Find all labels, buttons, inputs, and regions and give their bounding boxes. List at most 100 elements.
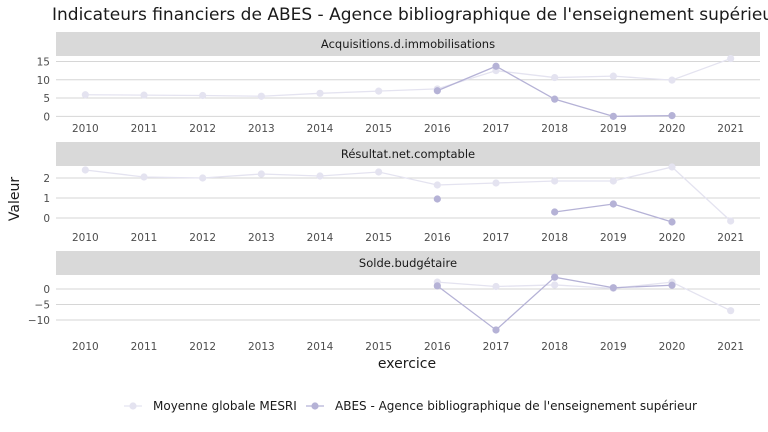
data-point [492, 282, 500, 291]
data-point [551, 208, 559, 216]
series-line [437, 281, 731, 312]
y-tick-label: 15 [37, 56, 50, 68]
x-tick-label: 2015 [365, 341, 392, 353]
data-point [668, 281, 676, 289]
facet-panel: Solde.budgétaire 0 −5 −10 2010 2011 2012 2013 20… [28, 251, 760, 353]
data-point [668, 76, 676, 84]
y-tick-label: 2 [43, 173, 50, 185]
y-tick-label: −10 [28, 315, 50, 327]
y-tick-label: 5 [43, 93, 50, 105]
facet-strip [56, 32, 760, 56]
x-axis-title: exercice [378, 356, 436, 372]
series-abes [433, 62, 676, 120]
data-point [609, 72, 617, 80]
data-point [257, 170, 265, 178]
x-tick-label: 2012 [189, 232, 216, 244]
x-tick-label: 2021 [717, 123, 744, 135]
data-point [668, 112, 676, 120]
facet-panels: Acquisitions.d.immobilisations 0 5 10 15 2010… [28, 32, 760, 353]
data-point [433, 195, 441, 203]
data-point [668, 218, 676, 226]
facet-strip-label: Solde.budgétaire [359, 256, 457, 270]
x-tick-label: 2010 [72, 341, 99, 353]
x-tick-label: 2019 [600, 341, 627, 353]
y-tick-label: −5 [35, 300, 50, 312]
x-tick-label: 2014 [307, 341, 334, 353]
data-point [433, 87, 441, 95]
data-point [140, 173, 148, 181]
y-tick-label: 1 [43, 193, 50, 205]
legend-item: Moyenne globale MESRI [124, 399, 297, 413]
data-point [257, 92, 265, 100]
x-tick-label: 2014 [307, 123, 334, 135]
data-point [375, 87, 383, 95]
chart-title: Indicateurs financiers de ABES - Agence … [52, 5, 768, 25]
x-tick-label: 2018 [541, 232, 568, 244]
facet-strip-label: Résultat.net.comptable [341, 147, 475, 161]
data-point [551, 95, 559, 103]
x-tick-label: 2019 [600, 232, 627, 244]
data-point [551, 281, 559, 289]
facet-panel: Acquisitions.d.immobilisations 0 5 10 15 2010… [37, 32, 760, 135]
y-axis-title: Valeur [7, 177, 23, 221]
data-point [668, 163, 676, 171]
data-point [727, 217, 735, 225]
facet-strip [56, 142, 760, 166]
x-tick-label: 2010 [72, 123, 99, 135]
data-point [551, 73, 559, 82]
facet-panel: Résultat.net.comptable 0 1 2 2010 2011 2012 201… [43, 142, 760, 244]
data-point [609, 284, 617, 292]
x-tick-label: 2018 [541, 341, 568, 353]
data-point [609, 112, 617, 120]
data-point [140, 91, 148, 99]
y-tick-label: 10 [37, 75, 50, 87]
x-tick-label: 2016 [424, 123, 451, 135]
x-tick-label: 2013 [248, 341, 275, 353]
series-line [85, 166, 732, 222]
data-point [492, 326, 500, 334]
series-moyenne [81, 163, 735, 225]
x-tick-label: 2016 [424, 232, 451, 244]
legend-item: ABES - Agence bibliographique de l'ensei… [306, 399, 697, 413]
x-tick-label: 2017 [483, 341, 510, 353]
series-line [437, 65, 673, 117]
x-tick-label: 2011 [131, 341, 158, 353]
data-point [492, 62, 500, 70]
data-point [199, 174, 207, 182]
x-tick-label: 2016 [424, 341, 451, 353]
y-tick-label: 0 [43, 111, 50, 123]
data-point [551, 273, 559, 281]
data-point [433, 181, 441, 189]
x-tick-label: 2012 [189, 341, 216, 353]
data-point [375, 168, 383, 176]
x-tick-label: 2010 [72, 232, 99, 244]
series-line [85, 57, 731, 97]
x-tick-label: 2020 [659, 123, 686, 135]
data-point [199, 91, 207, 100]
x-tick-label: 2017 [483, 123, 510, 135]
data-point [727, 307, 735, 315]
data-point [81, 91, 89, 99]
facet-strip-label: Acquisitions.d.immobilisations [321, 37, 495, 51]
data-point [433, 282, 441, 290]
x-tick-label: 2013 [248, 123, 275, 135]
x-tick-label: 2020 [659, 341, 686, 353]
x-tick-label: 2021 [717, 341, 744, 353]
series-abes [433, 273, 676, 334]
x-tick-label: 2011 [131, 232, 158, 244]
series-moyenne [81, 54, 735, 100]
x-tick-label: 2019 [600, 123, 627, 135]
data-point [551, 177, 559, 185]
data-point [727, 54, 735, 63]
data-point [609, 200, 617, 208]
x-tick-label: 2011 [131, 123, 158, 135]
x-tick-label: 2015 [365, 123, 392, 135]
x-tick-label: 2014 [307, 232, 334, 244]
x-tick-label: 2015 [365, 232, 392, 244]
legend-label: ABES - Agence bibliographique de l'ensei… [335, 399, 697, 413]
data-point [316, 172, 324, 180]
legend-label: Moyenne globale MESRI [153, 399, 297, 413]
x-tick-label: 2012 [189, 123, 216, 135]
x-tick-label: 2017 [483, 232, 510, 244]
